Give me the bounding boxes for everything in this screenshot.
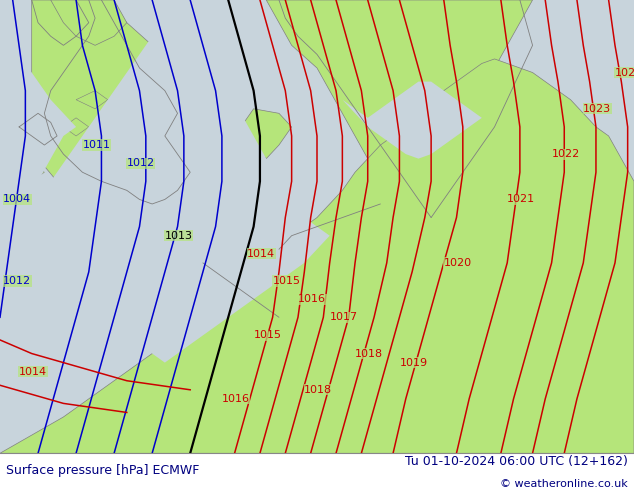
Text: Tu 01-10-2024 06:00 UTC (12+162): Tu 01-10-2024 06:00 UTC (12+162) [404,455,628,468]
Text: 1022: 1022 [552,149,580,159]
Polygon shape [0,0,76,304]
Text: 1018: 1018 [355,348,383,359]
Polygon shape [0,0,634,453]
Text: 1017: 1017 [330,312,358,322]
Text: 1020: 1020 [444,258,472,268]
Text: 1013: 1013 [165,231,193,241]
Text: 1024: 1024 [615,68,634,77]
Text: 1021: 1021 [507,195,535,204]
Text: 1019: 1019 [399,358,427,368]
Text: 1014: 1014 [19,367,47,377]
Polygon shape [266,0,533,218]
Polygon shape [241,109,292,159]
Text: 1016: 1016 [222,394,250,404]
Text: 1004: 1004 [3,195,31,204]
Polygon shape [32,136,57,154]
Text: © weatheronline.co.uk: © weatheronline.co.uk [500,479,628,489]
Text: 1015: 1015 [273,276,301,286]
Text: 1015: 1015 [254,330,281,341]
Polygon shape [32,0,330,363]
Text: Surface pressure [hPa] ECMWF: Surface pressure [hPa] ECMWF [6,464,200,477]
Text: 1011: 1011 [82,140,110,150]
Text: 1016: 1016 [298,294,326,304]
Text: 1012: 1012 [127,158,155,168]
Polygon shape [330,81,482,159]
Polygon shape [32,0,203,236]
Polygon shape [51,0,127,46]
Polygon shape [63,118,89,136]
Text: 1018: 1018 [304,385,332,395]
Text: 1014: 1014 [247,249,275,259]
Text: 1023: 1023 [583,104,611,114]
Text: 1012: 1012 [3,276,31,286]
Polygon shape [0,59,634,453]
Polygon shape [19,163,44,181]
Polygon shape [76,91,108,109]
